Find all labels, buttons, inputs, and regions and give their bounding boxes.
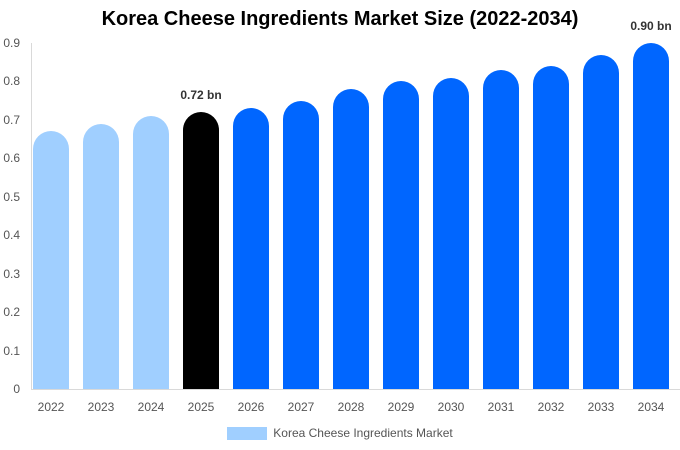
- x-tick-label: 2030: [437, 400, 465, 414]
- y-tick-label: 0.5: [3, 189, 20, 204]
- x-tick-label: 2023: [87, 400, 115, 414]
- x-tick-label: 2028: [337, 400, 365, 414]
- x-tick-label: 2024: [137, 400, 165, 414]
- bar-2022[interactable]: [33, 131, 69, 389]
- legend-swatch[interactable]: [227, 426, 268, 440]
- y-tick-label: 0.8: [3, 74, 20, 89]
- x-axis-line: [31, 389, 680, 390]
- chart-title: Korea Cheese Ingredients Market Size (20…: [101, 8, 579, 30]
- plot-area: [31, 0, 680, 389]
- x-tick-label: 2025: [187, 400, 215, 414]
- y-tick-label: 0.2: [3, 305, 20, 320]
- y-tick-label: 0.7: [3, 112, 20, 127]
- x-tick-label: 2033: [587, 400, 615, 414]
- x-tick-label: 2034: [637, 400, 665, 414]
- y-tick-label: 0.1: [3, 343, 20, 358]
- y-tick-label: 0.3: [3, 266, 20, 281]
- bar-2031[interactable]: [483, 69, 519, 389]
- bar-2034[interactable]: [633, 43, 669, 389]
- data-label: 0.90 bn: [630, 19, 672, 33]
- bar-2033[interactable]: [583, 54, 619, 389]
- legend: Korea Cheese Ingredients Market: [0, 426, 680, 440]
- bar-2032[interactable]: [533, 66, 569, 389]
- bar-2028[interactable]: [333, 89, 369, 389]
- bar-2027[interactable]: [283, 100, 319, 389]
- data-label: 0.72 bn: [180, 88, 222, 103]
- x-tick-label: 2029: [387, 400, 415, 414]
- y-axis-line: [31, 43, 32, 389]
- x-tick-label: 2026: [237, 400, 265, 414]
- bar-2030[interactable]: [433, 77, 469, 389]
- x-tick-label: 2022: [37, 400, 65, 414]
- y-tick-label: 0.9: [3, 36, 20, 50]
- x-tick-label: 2031: [487, 400, 515, 414]
- bar-2023[interactable]: [83, 123, 119, 389]
- y-tick-label: 0.6: [3, 151, 20, 166]
- y-tick-label: 0: [13, 382, 20, 396]
- legend-label[interactable]: Korea Cheese Ingredients Market: [273, 426, 453, 440]
- x-tick-label: 2027: [287, 400, 315, 414]
- bar-2029[interactable]: [383, 81, 419, 389]
- bar-2026[interactable]: [233, 108, 269, 389]
- x-tick-label: 2032: [537, 400, 565, 414]
- bar-2025[interactable]: [183, 112, 219, 389]
- bar-2024[interactable]: [133, 116, 169, 389]
- y-tick-label: 0.4: [3, 228, 20, 243]
